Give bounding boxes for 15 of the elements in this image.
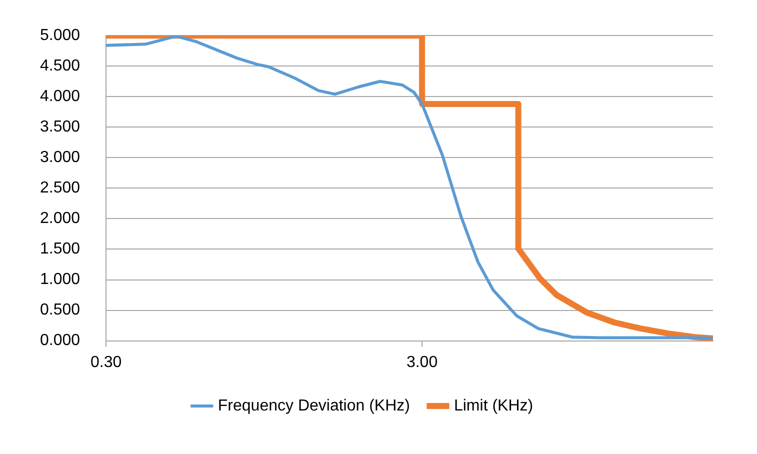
y-tick-label: 0.000 — [40, 332, 80, 350]
y-tick-label: 0.500 — [40, 302, 80, 319]
y-tick-label: 4.500 — [40, 58, 80, 75]
legend-label: Limit (KHz) — [454, 397, 534, 414]
y-tick-label: 2.000 — [40, 210, 80, 228]
x-tick-label: 0.30 — [90, 354, 122, 371]
y-tick-label: 1.000 — [40, 271, 80, 288]
y-tick-label: 3.000 — [40, 149, 80, 166]
y-tick-label: 4.000 — [40, 88, 80, 106]
legend-label: Frequency Deviation (KHz) — [218, 397, 410, 414]
x-tick-label: 3.00 — [406, 354, 438, 371]
y-tick-label: 2.500 — [40, 180, 80, 197]
y-tick-label: 1.500 — [40, 240, 80, 258]
y-tick-label: 3.500 — [40, 118, 80, 136]
y-tick-label: 5.000 — [40, 27, 80, 44]
